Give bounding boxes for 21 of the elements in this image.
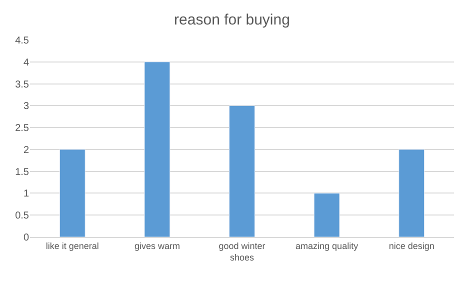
- x-tick-label: nice design: [388, 240, 434, 251]
- bar: [229, 105, 255, 237]
- x-tick-label: gives warm: [134, 240, 180, 251]
- y-tick-label: 4.5: [15, 36, 30, 46]
- y-tick-label: 0.5: [15, 210, 30, 222]
- x-tick-label: like it general: [46, 240, 99, 251]
- y-tick-label: 1.5: [15, 166, 30, 178]
- y-tick-label: 4: [23, 57, 30, 68]
- x-tick-label: amazing quality: [296, 240, 359, 251]
- y-tick-label: 0: [23, 232, 30, 244]
- y-tick-label: 3: [23, 101, 30, 112]
- chart-title: reason for buying: [174, 12, 290, 29]
- y-tick-label: 1: [23, 188, 30, 200]
- bar: [314, 192, 340, 237]
- x-tick-label: good winter shoes: [218, 240, 266, 262]
- y-tick-label: 3.5: [15, 79, 30, 90]
- y-tick-label: 2: [23, 144, 30, 156]
- y-tick-label: 2.5: [15, 123, 30, 134]
- bar: [398, 149, 425, 237]
- bar: [144, 62, 170, 237]
- bar: [59, 149, 86, 237]
